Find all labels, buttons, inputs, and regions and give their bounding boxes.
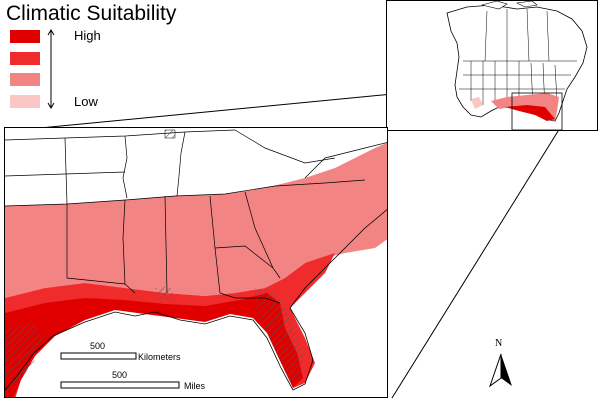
north-america-inset bbox=[446, 1, 588, 130]
southeast-us-map bbox=[5, 128, 387, 397]
hatched-area-gulf bbox=[155, 286, 175, 300]
legend-swatch-low bbox=[10, 95, 40, 108]
legend-gradient-arrow-icon bbox=[47, 29, 55, 109]
inset-map bbox=[386, 0, 598, 131]
arctic-islands bbox=[481, 1, 538, 10]
legend-swatch-high bbox=[10, 52, 40, 65]
scale-bar-kilometers bbox=[60, 352, 137, 360]
legend-low-label: Low bbox=[74, 94, 98, 109]
hatched-area-florida bbox=[255, 288, 303, 384]
inset-pink-west bbox=[471, 97, 483, 109]
coastline bbox=[5, 209, 387, 391]
state-boundaries bbox=[5, 129, 387, 304]
scale-bar-miles-unit: Miles bbox=[184, 381, 206, 391]
legend-title: Climatic Suitability bbox=[6, 2, 177, 25]
main-map bbox=[4, 127, 388, 398]
legend-high-label: High bbox=[74, 28, 101, 43]
suitability-very-high bbox=[5, 293, 303, 397]
inset-boundaries bbox=[459, 8, 577, 112]
legend-swatch-very-high bbox=[10, 30, 40, 43]
hatched-area-texas-coast bbox=[5, 323, 45, 390]
scale-bar-miles-value: 500 bbox=[112, 370, 128, 380]
scale-bar-km-value: 500 bbox=[90, 341, 106, 351]
north-arrow-icon bbox=[489, 353, 512, 388]
suitability-high bbox=[5, 253, 335, 397]
suitability-moderate bbox=[5, 142, 387, 298]
hatched-area-north bbox=[164, 129, 176, 139]
inset-suitability-core bbox=[505, 105, 555, 121]
north-label: N bbox=[495, 338, 503, 349]
scale-bar-km-unit: Kilometers bbox=[138, 352, 181, 362]
scale-bar-miles bbox=[60, 381, 180, 389]
inset-extent-box bbox=[511, 92, 563, 130]
legend-swatch-moderate bbox=[10, 73, 40, 86]
